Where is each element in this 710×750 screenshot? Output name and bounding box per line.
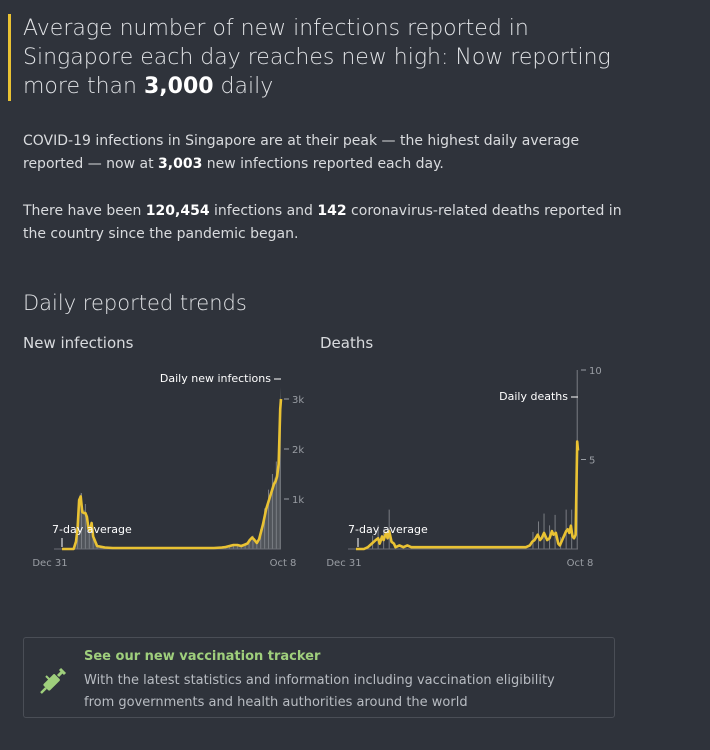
x-end-label: Oct 8	[270, 558, 297, 569]
headline-suffix: daily	[213, 74, 274, 99]
charts-svg: 1k 2k 3k Dec 31 Oct 8 Daily new infections 7-d…	[32, 366, 601, 569]
y-tick-label: 10	[589, 366, 602, 377]
daily-annotation: Daily new infections	[160, 372, 271, 385]
y-tick-label: 3k	[292, 395, 304, 406]
tracker-text: With the latest statistics and informati…	[84, 673, 555, 710]
average-annotation: 7-day average	[348, 523, 428, 536]
x-start-label: Dec 31	[32, 558, 67, 569]
syringe-icon	[40, 667, 67, 694]
deaths-chart: 5 10 Dec 31 Oct 8 Daily deaths 7-day average	[326, 366, 601, 569]
seven-day-average-line	[356, 440, 580, 551]
y-tick-label: 5	[589, 456, 595, 467]
p2-deaths: 142	[317, 203, 347, 219]
headline: Average number of new infections reporte…	[8, 14, 623, 101]
x-start-label: Dec 31	[326, 558, 361, 569]
p2-after: coronavirus-related deaths reported in t…	[23, 203, 622, 242]
section-title: Daily reported trends	[23, 291, 247, 315]
seven-day-average-line	[62, 398, 283, 551]
p2-before: There have been	[23, 203, 146, 219]
intro-paragraph-1: COVID-19 infections in Singapore are at …	[23, 130, 628, 176]
vaccination-tracker-card[interactable]: See our new vaccination tracker With the…	[23, 637, 615, 718]
average-annotation: 7-day average	[52, 523, 132, 536]
p1-before: COVID-19 infections in Singapore are at …	[23, 133, 580, 172]
infections-chart-title: New infections	[23, 334, 134, 352]
intro-paragraph-2: There have been 120,454 infections and 1…	[23, 200, 628, 246]
x-end-label: Oct 8	[567, 558, 594, 569]
p2-middle: infections and	[209, 203, 318, 219]
tracker-title[interactable]: See our new vaccination tracker	[84, 649, 321, 664]
daily-area	[62, 387, 281, 549]
p1-value: 3,003	[158, 156, 203, 172]
infections-chart: 1k 2k 3k Dec 31 Oct 8 Daily new infections 7-d…	[32, 372, 304, 569]
daily-annotation: Daily deaths	[499, 390, 568, 403]
p2-infections: 120,454	[145, 203, 210, 219]
y-tick-label: 2k	[292, 445, 304, 456]
deaths-chart-title: Deaths	[320, 334, 374, 352]
p1-after: new infections reported each day.	[202, 156, 444, 172]
headline-highlight: 3,000	[143, 74, 214, 99]
headline-text: Average number of new infections reporte…	[23, 16, 611, 99]
y-tick-label: 1k	[292, 495, 304, 506]
